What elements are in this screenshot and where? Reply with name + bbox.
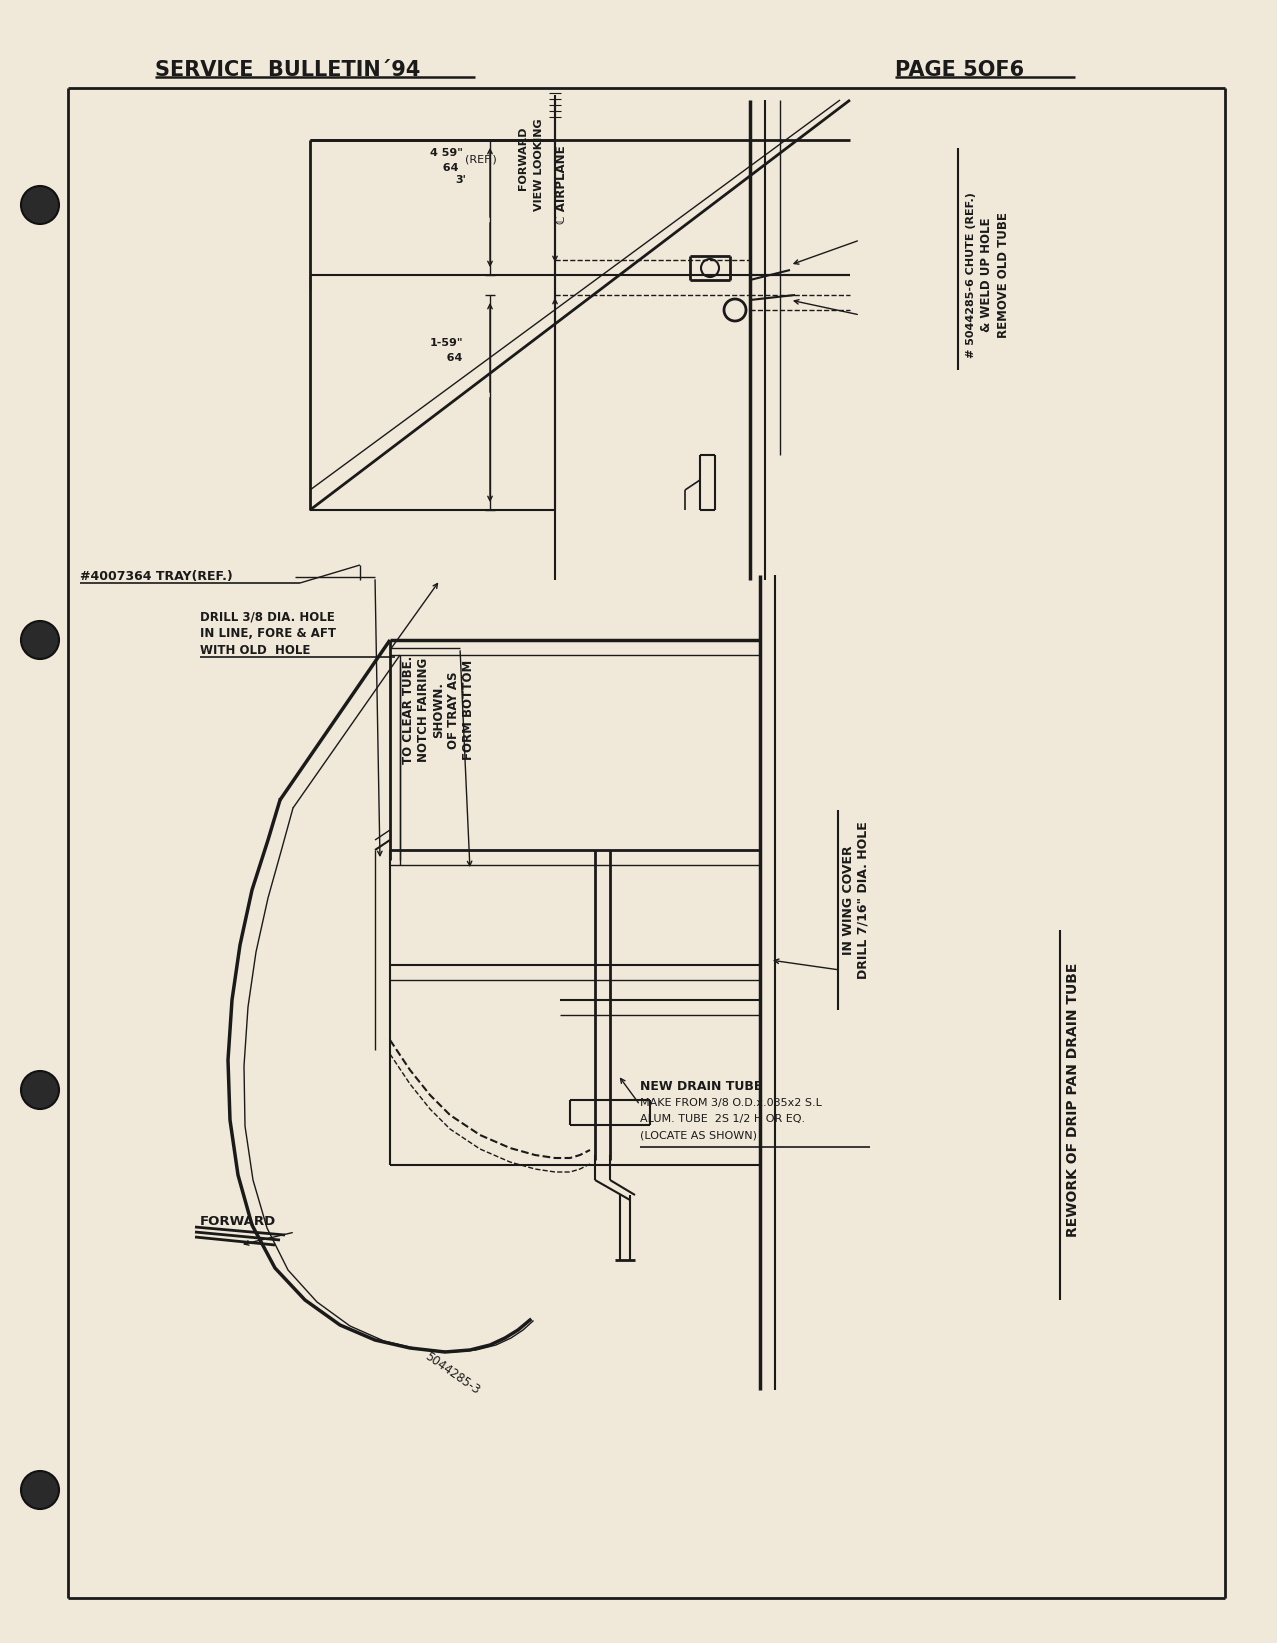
- Text: FORWARD: FORWARD: [200, 1216, 276, 1227]
- Text: # 5044285-6 CHUTE (REF.): # 5044285-6 CHUTE (REF.): [965, 192, 976, 358]
- Text: DRILL 3/8 DIA. HOLE: DRILL 3/8 DIA. HOLE: [200, 610, 335, 623]
- Text: 3': 3': [455, 176, 466, 186]
- Text: FORM BOTTOM: FORM BOTTOM: [462, 660, 475, 761]
- Text: #4007364 TRAY(REF.): #4007364 TRAY(REF.): [80, 570, 232, 583]
- Text: 4 59": 4 59": [430, 148, 462, 158]
- Text: (LOCATE AS SHOWN): (LOCATE AS SHOWN): [640, 1130, 757, 1140]
- Text: FORWARD: FORWARD: [518, 127, 527, 189]
- Text: PAGE 5OF6: PAGE 5OF6: [895, 61, 1024, 81]
- Circle shape: [20, 1470, 59, 1508]
- Text: WITH OLD  HOLE: WITH OLD HOLE: [200, 644, 310, 657]
- Text: NOTCH FAIRING: NOTCH FAIRING: [418, 657, 430, 762]
- Text: REMOVE OLD TUBE: REMOVE OLD TUBE: [997, 212, 1010, 338]
- Text: SERVICE  BULLETIN´94: SERVICE BULLETIN´94: [155, 61, 420, 81]
- Text: & WELD UP HOLE: & WELD UP HOLE: [979, 219, 994, 332]
- Text: ALUM. TUBE  2S 1/2 H OR EQ.: ALUM. TUBE 2S 1/2 H OR EQ.: [640, 1114, 805, 1124]
- Text: ℂ AIRPLANE: ℂ AIRPLANE: [555, 146, 568, 225]
- Circle shape: [20, 1071, 59, 1109]
- Text: 64: 64: [435, 353, 462, 363]
- Text: NEW DRAIN TUBE: NEW DRAIN TUBE: [640, 1079, 762, 1093]
- Text: 1-59": 1-59": [430, 338, 464, 348]
- Text: 5044285-3: 5044285-3: [423, 1351, 483, 1397]
- Text: IN WING COVER: IN WING COVER: [842, 845, 856, 955]
- Circle shape: [20, 621, 59, 659]
- Text: REWORK OF DRIP PAN DRAIN TUBE: REWORK OF DRIP PAN DRAIN TUBE: [1066, 963, 1080, 1237]
- Text: IN LINE, FORE & AFT: IN LINE, FORE & AFT: [200, 628, 336, 641]
- Text: VIEW LOOKING: VIEW LOOKING: [534, 118, 544, 212]
- Circle shape: [20, 186, 59, 223]
- Text: (REF.): (REF.): [465, 154, 497, 164]
- Text: MAKE FROM 3/8 O.D.x.035x2 S.L: MAKE FROM 3/8 O.D.x.035x2 S.L: [640, 1098, 822, 1107]
- Text: TO CLEAR TUBE.: TO CLEAR TUBE.: [402, 656, 415, 764]
- Text: DRILL 7/16" DIA. HOLE: DRILL 7/16" DIA. HOLE: [857, 822, 870, 979]
- Text: 64: 64: [435, 163, 458, 173]
- Text: SHOWN.: SHOWN.: [432, 682, 444, 738]
- Text: OF TRAY AS: OF TRAY AS: [447, 672, 460, 749]
